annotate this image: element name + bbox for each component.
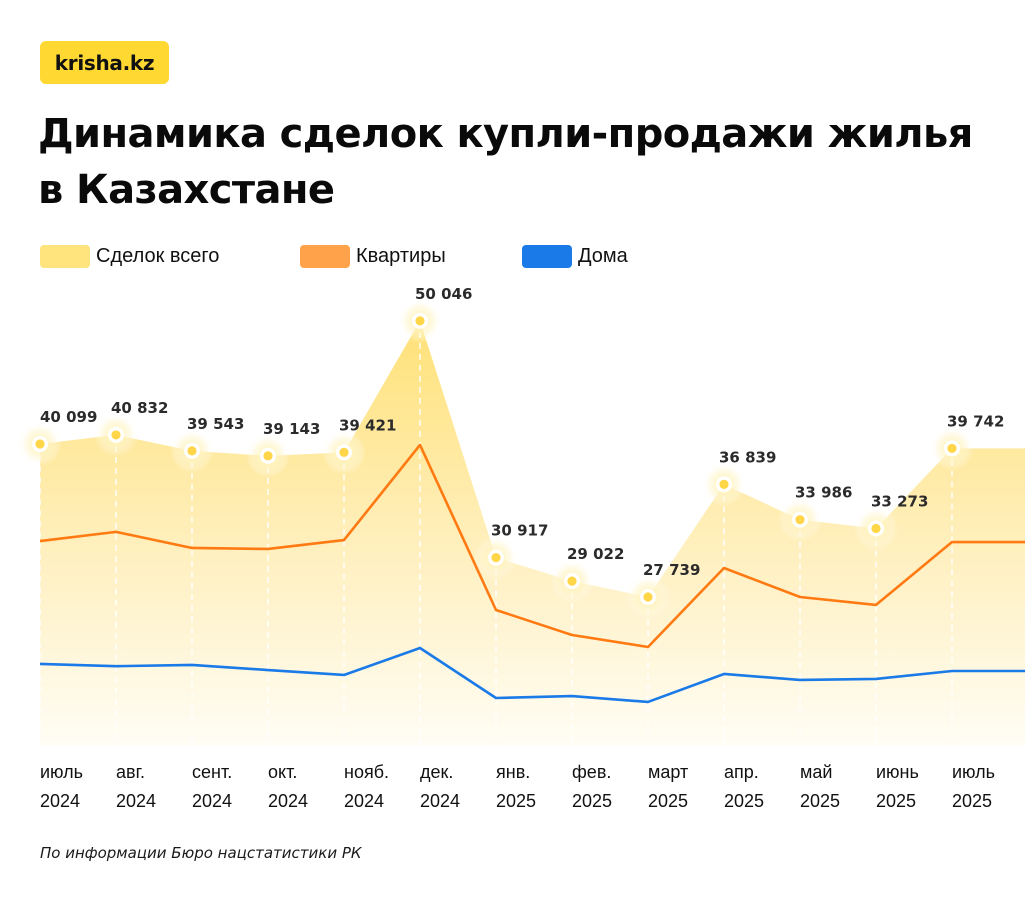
marker-dot xyxy=(795,515,805,525)
value-label: 39 543 xyxy=(187,415,244,433)
total-marker xyxy=(246,433,290,478)
marker-dot xyxy=(111,430,121,440)
total-marker xyxy=(778,497,822,542)
total-marker xyxy=(550,559,594,604)
x-axis-labels: июль 2024 авг. 2024 сент. 2024 окт. 2024 нояб. 20… xyxy=(40,762,995,811)
total-marker xyxy=(18,422,62,466)
legend-label-apartments: Квартиры xyxy=(356,244,446,267)
total-marker xyxy=(854,506,898,551)
x-tick-year: 2024 xyxy=(268,791,308,811)
x-tick-month: апр. xyxy=(724,762,759,782)
x-tick-year: 2025 xyxy=(496,791,536,811)
x-tick-month: март xyxy=(648,762,688,782)
area-total xyxy=(40,320,1025,746)
value-label: 50 046 xyxy=(415,285,472,303)
total-marker xyxy=(398,298,442,343)
x-tick-month: фев. xyxy=(572,762,611,782)
value-label: 33 273 xyxy=(871,492,928,510)
x-tick-month: янв. xyxy=(496,762,530,782)
marker-dot xyxy=(567,576,577,586)
marker-dot xyxy=(263,451,273,461)
legend-item-apartments: Квартиры xyxy=(300,242,446,270)
x-tick-month: нояб. xyxy=(344,762,389,782)
value-label: 40 099 xyxy=(40,408,97,426)
value-label: 29 022 xyxy=(567,545,624,563)
x-tick-month: окт. xyxy=(268,762,297,782)
marker-dot xyxy=(187,446,197,456)
total-marker xyxy=(702,462,746,507)
line-houses xyxy=(39,646,1025,704)
marker-dot xyxy=(643,592,653,602)
marker-dot xyxy=(947,443,957,454)
x-tick-year: 2025 xyxy=(876,791,916,811)
total-marker xyxy=(626,575,670,619)
x-tick-month: июнь xyxy=(876,762,919,782)
x-tick-year: 2025 xyxy=(800,791,840,811)
source-footnote: По информации Бюро нацстатистики РК xyxy=(40,844,362,862)
value-label: 33 986 xyxy=(795,484,852,502)
marker-dot xyxy=(415,316,425,326)
x-tick-year: 2025 xyxy=(648,791,688,811)
value-label: 39 421 xyxy=(339,416,396,434)
x-tick-year: 2024 xyxy=(344,791,384,811)
x-tick-year: 2024 xyxy=(40,791,80,811)
title-line-1: Динамика сделок купли-продажи жилья xyxy=(38,111,973,157)
total-marker xyxy=(170,428,214,473)
marker-dot xyxy=(719,479,729,489)
value-label: 27 739 xyxy=(643,561,700,579)
x-tick-month: май xyxy=(800,762,832,782)
marker-dot xyxy=(871,523,881,534)
vertical-guides xyxy=(39,320,953,746)
x-tick-month: авг. xyxy=(116,762,145,782)
total-markers xyxy=(18,298,974,619)
value-label: 36 839 xyxy=(719,448,776,466)
x-tick-month: июль xyxy=(952,762,995,782)
value-label: 39 742 xyxy=(947,412,1004,430)
total-marker xyxy=(930,426,974,471)
x-tick-month: сент. xyxy=(192,762,232,782)
line-apartments xyxy=(39,443,1025,649)
x-tick-year: 2024 xyxy=(420,791,460,811)
marker-dot xyxy=(339,447,349,457)
total-marker xyxy=(322,430,366,475)
x-tick-month: дек. xyxy=(420,762,453,782)
krisha-logo: krisha.kz xyxy=(40,41,169,84)
value-label: 39 143 xyxy=(263,420,320,438)
marker-dot xyxy=(491,553,501,563)
x-tick-year: 2024 xyxy=(116,791,156,811)
total-marker xyxy=(474,535,518,580)
legend-label-houses: Дома xyxy=(578,244,628,267)
page-title: Динамика сделок купли-продажи жилья в Ка… xyxy=(38,106,1018,218)
legend-swatch-total xyxy=(40,244,90,268)
x-tick-month: июль xyxy=(40,762,83,782)
value-labels: 40 099 40 832 39 543 39 143 39 421 50 046 30 9… xyxy=(40,285,1004,579)
value-label: 30 917 xyxy=(491,522,548,540)
x-tick-year: 2024 xyxy=(192,791,232,811)
value-label: 40 832 xyxy=(111,399,168,417)
legend-item-total: Сделок всего xyxy=(40,242,219,270)
title-line-2: в Казахстане xyxy=(38,167,335,213)
legend-label-total: Сделок всего xyxy=(96,244,220,267)
x-tick-year: 2025 xyxy=(724,791,764,811)
legend-item-houses: Дома xyxy=(522,242,628,270)
total-marker xyxy=(94,412,138,457)
legend-swatch-houses xyxy=(522,244,572,268)
x-tick-year: 2025 xyxy=(572,791,612,811)
marker-dot xyxy=(35,439,45,449)
legend-swatch-apartments xyxy=(300,244,350,268)
chart-legend: Сделок всего Квартиры Дома xyxy=(40,242,1020,270)
x-tick-year: 2025 xyxy=(952,791,992,811)
